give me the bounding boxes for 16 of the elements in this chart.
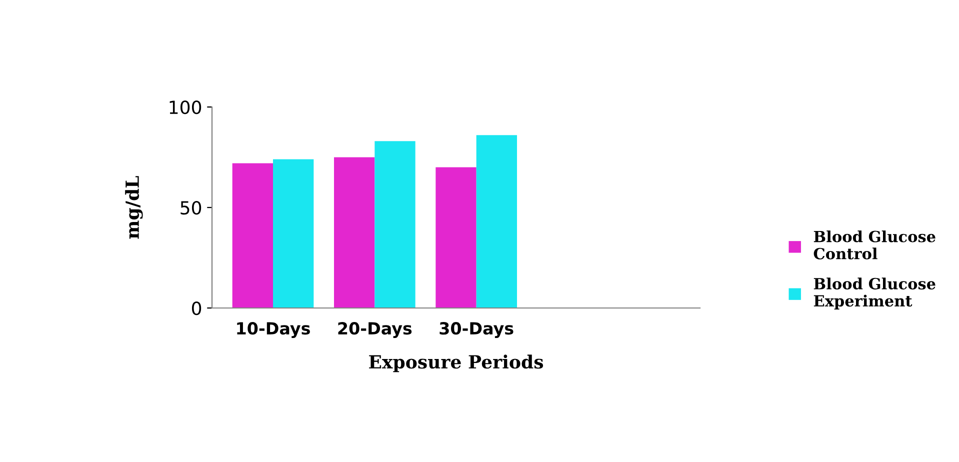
y-axis-title: mg/dL [125, 176, 143, 239]
y-tick-label: 0 [192, 301, 202, 316]
bar [374, 141, 416, 308]
y-tick-label: 50 [180, 200, 202, 215]
bar [273, 159, 314, 308]
bar [232, 163, 273, 308]
bar [334, 157, 375, 308]
legend-label: Blood Glucose Experiment [814, 278, 936, 310]
x-axis-title: Exposure Periods [369, 354, 544, 372]
x-tick-label: 10-Days [237, 322, 310, 338]
legend-label: Blood Glucose Control [814, 230, 936, 260]
y-tick-label: 100 [170, 100, 202, 114]
x-tick-label: 20-Days [338, 322, 412, 338]
bar [476, 135, 517, 308]
bar [436, 167, 476, 308]
x-tick-label: 30-Days [440, 322, 514, 338]
